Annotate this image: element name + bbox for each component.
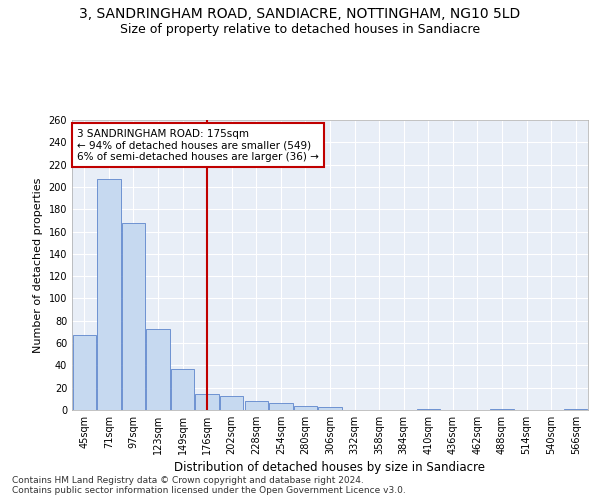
Text: 3 SANDRINGHAM ROAD: 175sqm
← 94% of detached houses are smaller (549)
6% of semi: 3 SANDRINGHAM ROAD: 175sqm ← 94% of deta… <box>77 128 319 162</box>
Y-axis label: Number of detached properties: Number of detached properties <box>33 178 43 352</box>
Bar <box>269 404 293 410</box>
Bar <box>319 406 341 410</box>
Bar <box>294 406 317 410</box>
Bar <box>171 368 194 410</box>
Bar <box>97 179 121 410</box>
Text: Size of property relative to detached houses in Sandiacre: Size of property relative to detached ho… <box>120 22 480 36</box>
Bar <box>122 222 145 410</box>
Bar <box>490 409 514 410</box>
Bar <box>73 336 96 410</box>
X-axis label: Distribution of detached houses by size in Sandiacre: Distribution of detached houses by size … <box>175 461 485 474</box>
Bar <box>416 409 440 410</box>
Text: 3, SANDRINGHAM ROAD, SANDIACRE, NOTTINGHAM, NG10 5LD: 3, SANDRINGHAM ROAD, SANDIACRE, NOTTINGH… <box>79 8 521 22</box>
Bar <box>564 409 587 410</box>
Bar <box>220 396 244 410</box>
Bar <box>146 328 170 410</box>
Bar <box>196 394 219 410</box>
Bar <box>245 401 268 410</box>
Text: Contains HM Land Registry data © Crown copyright and database right 2024.
Contai: Contains HM Land Registry data © Crown c… <box>12 476 406 495</box>
